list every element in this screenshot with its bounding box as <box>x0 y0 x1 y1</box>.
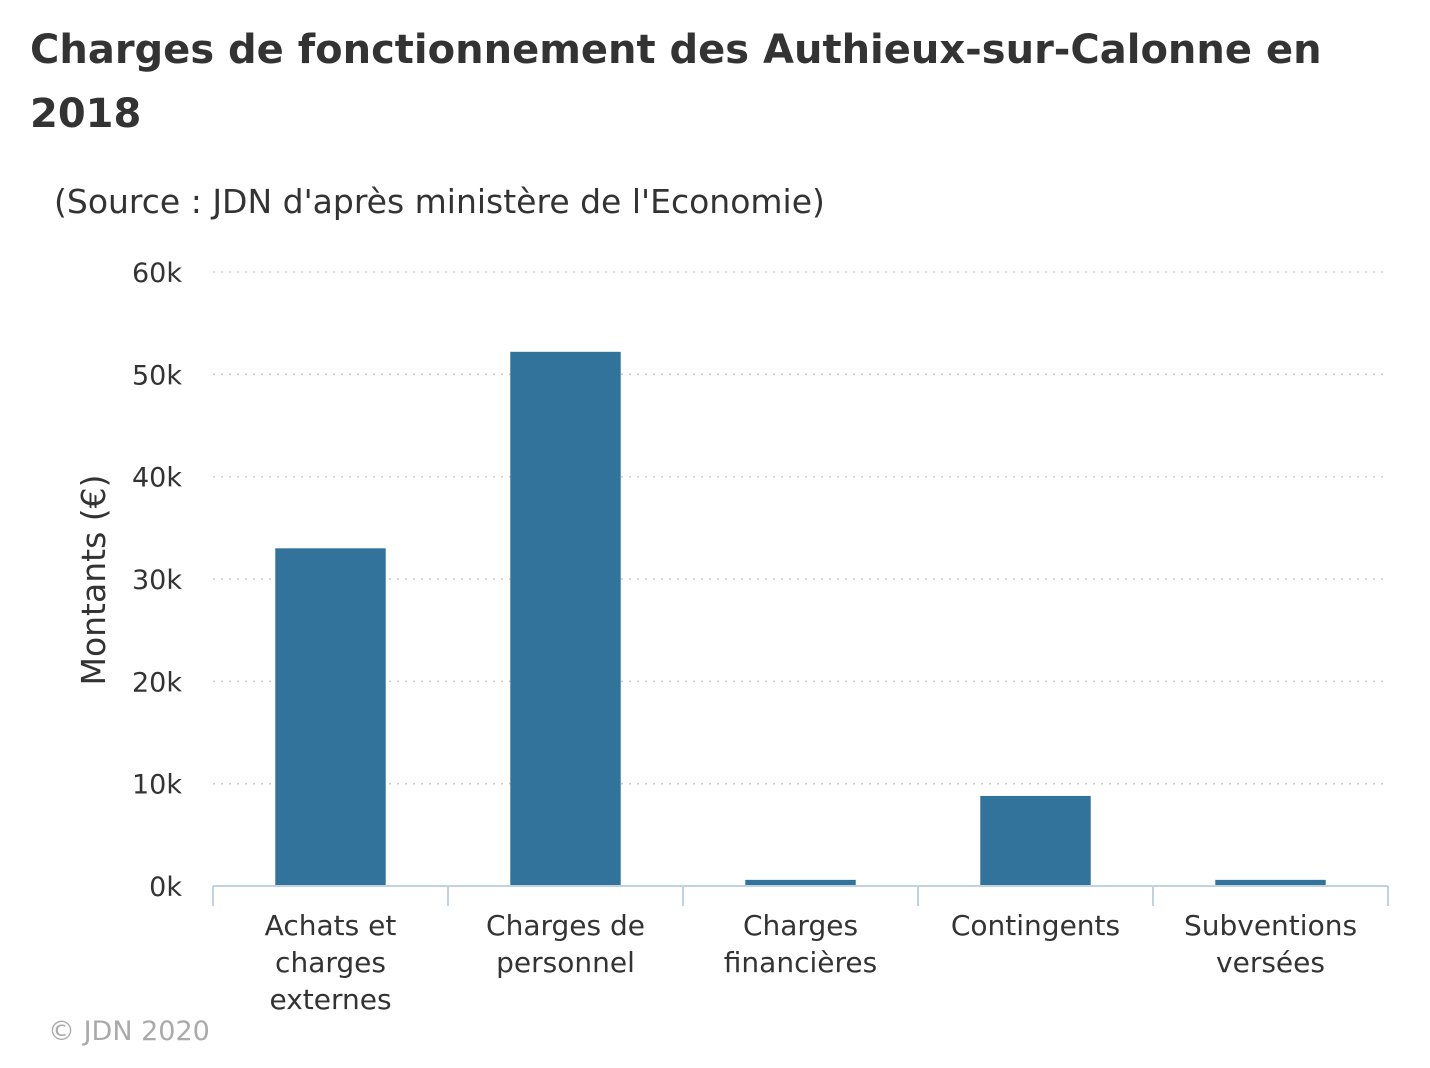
y-axis-title: Montants (€) <box>74 474 113 685</box>
x-axis <box>212 885 1389 906</box>
x-category-label-line: Contingents <box>951 909 1120 942</box>
bars <box>275 351 1326 886</box>
y-tick-label: 20k <box>132 667 182 698</box>
x-category-label: Contingents <box>951 909 1120 942</box>
gridlines <box>213 271 1388 785</box>
y-tick-label: 40k <box>132 463 182 494</box>
x-category-label-line: personnel <box>496 946 635 979</box>
bar <box>745 879 856 886</box>
y-tick-label: 30k <box>132 565 182 596</box>
x-category-label-line: Achats et <box>265 909 397 942</box>
x-category-label-line: charges <box>275 946 386 979</box>
copyright-credit: © JDN 2020 <box>48 1016 210 1047</box>
y-tick-label: 60k <box>132 258 182 289</box>
y-axis-ticks: 0k 10k 20k 30k 40k 50k 60k <box>132 258 182 903</box>
x-category-label: Charges de personnel <box>486 909 645 979</box>
chart-subtitle: (Source : JDN d'après ministère de l'Eco… <box>54 182 825 221</box>
x-category-label-line: Charges de <box>486 909 645 942</box>
x-category-label-line: versées <box>1216 946 1325 979</box>
x-category-label-line: Charges <box>743 909 858 942</box>
x-axis-labels: Achats et charges externes Charges de person… <box>265 909 1357 1016</box>
x-category-label: Subventions versées <box>1184 909 1357 979</box>
y-tick-label: 0k <box>149 872 182 903</box>
y-tick-label: 10k <box>132 770 182 801</box>
x-category-label-line: externes <box>269 983 391 1016</box>
x-category-label: Charges financières <box>724 909 877 979</box>
bar <box>275 548 386 886</box>
bar <box>980 795 1091 886</box>
x-category-label-line: financières <box>724 946 877 979</box>
y-tick-label: 50k <box>132 360 182 391</box>
bar <box>510 351 621 886</box>
chart-title: Charges de fonctionnement des Authieux-s… <box>30 27 1322 137</box>
x-category-label: Achats et charges externes <box>265 909 397 1016</box>
x-category-label-line: Subventions <box>1184 909 1357 942</box>
bar <box>1215 879 1326 886</box>
